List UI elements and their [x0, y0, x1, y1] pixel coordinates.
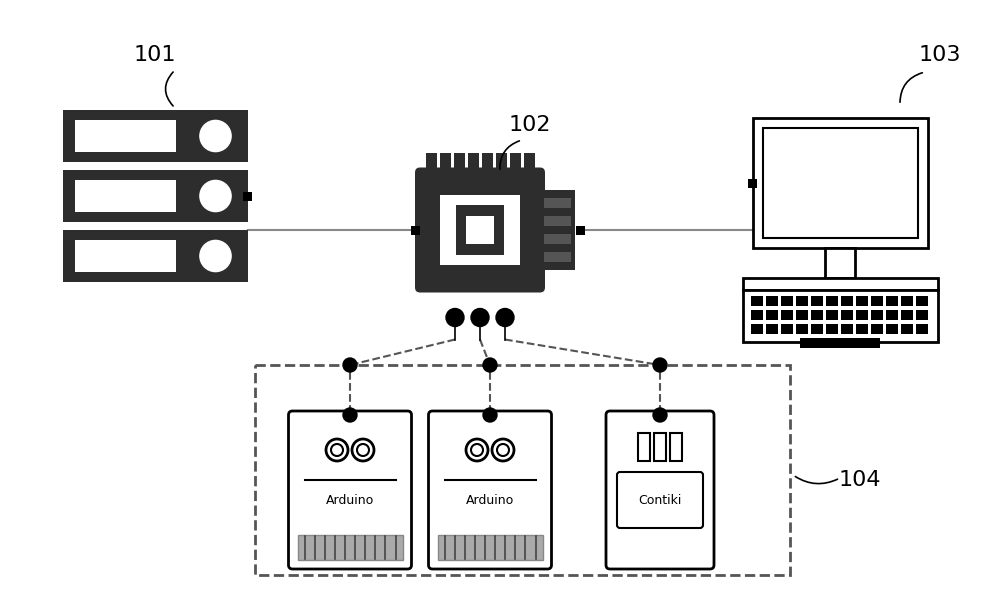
FancyBboxPatch shape — [288, 411, 412, 569]
FancyBboxPatch shape — [62, 170, 248, 222]
Circle shape — [653, 358, 667, 372]
FancyBboxPatch shape — [742, 290, 938, 342]
Circle shape — [343, 408, 357, 422]
FancyBboxPatch shape — [496, 152, 507, 174]
FancyBboxPatch shape — [670, 433, 682, 461]
Circle shape — [496, 309, 514, 327]
FancyBboxPatch shape — [856, 324, 868, 334]
FancyBboxPatch shape — [454, 152, 464, 174]
FancyBboxPatch shape — [74, 240, 176, 272]
FancyBboxPatch shape — [750, 324, 763, 334]
Circle shape — [471, 309, 489, 327]
FancyBboxPatch shape — [916, 324, 928, 334]
FancyBboxPatch shape — [840, 324, 852, 334]
FancyBboxPatch shape — [886, 310, 898, 320]
FancyBboxPatch shape — [766, 310, 778, 320]
FancyBboxPatch shape — [468, 152, 479, 174]
Text: 102: 102 — [509, 115, 551, 135]
FancyBboxPatch shape — [411, 226, 420, 235]
Text: Contiki: Contiki — [638, 494, 682, 506]
FancyBboxPatch shape — [298, 535, 402, 560]
FancyBboxPatch shape — [766, 324, 778, 334]
FancyBboxPatch shape — [576, 226, 584, 235]
FancyBboxPatch shape — [544, 198, 571, 208]
FancyBboxPatch shape — [544, 252, 571, 262]
FancyBboxPatch shape — [440, 152, 450, 174]
FancyBboxPatch shape — [856, 296, 868, 306]
FancyBboxPatch shape — [540, 190, 575, 270]
FancyBboxPatch shape — [825, 248, 855, 278]
FancyBboxPatch shape — [886, 324, 898, 334]
FancyBboxPatch shape — [74, 120, 176, 152]
FancyBboxPatch shape — [900, 296, 912, 306]
FancyBboxPatch shape — [780, 310, 792, 320]
FancyBboxPatch shape — [840, 310, 852, 320]
FancyBboxPatch shape — [456, 205, 504, 255]
FancyBboxPatch shape — [638, 433, 650, 461]
FancyBboxPatch shape — [415, 168, 545, 292]
Text: 101: 101 — [134, 45, 176, 65]
Circle shape — [446, 309, 464, 327]
FancyBboxPatch shape — [796, 296, 808, 306]
Text: Arduino: Arduino — [466, 494, 514, 506]
FancyBboxPatch shape — [763, 128, 918, 238]
FancyBboxPatch shape — [886, 296, 898, 306]
FancyBboxPatch shape — [544, 216, 571, 226]
FancyBboxPatch shape — [742, 278, 938, 290]
FancyBboxPatch shape — [440, 195, 520, 265]
FancyBboxPatch shape — [524, 152, 534, 174]
FancyBboxPatch shape — [870, 324, 883, 334]
FancyBboxPatch shape — [810, 310, 822, 320]
FancyBboxPatch shape — [753, 118, 928, 248]
FancyBboxPatch shape — [916, 310, 928, 320]
FancyBboxPatch shape — [810, 324, 822, 334]
FancyBboxPatch shape — [780, 324, 792, 334]
FancyBboxPatch shape — [856, 310, 868, 320]
FancyBboxPatch shape — [900, 324, 912, 334]
FancyBboxPatch shape — [654, 433, 666, 461]
FancyBboxPatch shape — [800, 338, 880, 348]
FancyBboxPatch shape — [870, 296, 883, 306]
Text: 104: 104 — [839, 470, 881, 490]
Text: 103: 103 — [919, 45, 961, 65]
FancyBboxPatch shape — [826, 310, 838, 320]
FancyBboxPatch shape — [826, 324, 838, 334]
Text: Arduino: Arduino — [326, 494, 374, 506]
FancyBboxPatch shape — [466, 216, 494, 244]
FancyBboxPatch shape — [750, 310, 763, 320]
FancyBboxPatch shape — [617, 472, 703, 528]
FancyBboxPatch shape — [870, 310, 883, 320]
FancyBboxPatch shape — [766, 296, 778, 306]
FancyBboxPatch shape — [826, 296, 838, 306]
FancyBboxPatch shape — [544, 234, 571, 244]
FancyBboxPatch shape — [900, 310, 912, 320]
FancyBboxPatch shape — [748, 178, 757, 188]
FancyBboxPatch shape — [916, 296, 928, 306]
FancyBboxPatch shape — [62, 110, 248, 162]
Circle shape — [200, 180, 231, 212]
FancyBboxPatch shape — [606, 411, 714, 569]
FancyBboxPatch shape — [62, 230, 248, 282]
FancyBboxPatch shape — [74, 180, 176, 212]
Circle shape — [483, 408, 497, 422]
FancyBboxPatch shape — [243, 192, 252, 200]
FancyBboxPatch shape — [750, 296, 763, 306]
FancyBboxPatch shape — [796, 324, 808, 334]
FancyBboxPatch shape — [810, 296, 822, 306]
FancyBboxPatch shape — [482, 152, 492, 174]
Circle shape — [200, 120, 231, 152]
Circle shape — [483, 358, 497, 372]
FancyBboxPatch shape — [796, 310, 808, 320]
FancyBboxPatch shape — [438, 535, 542, 560]
FancyBboxPatch shape — [840, 296, 852, 306]
FancyBboxPatch shape — [428, 411, 552, 569]
Circle shape — [653, 408, 667, 422]
Circle shape — [343, 358, 357, 372]
FancyBboxPatch shape — [510, 152, 520, 174]
Circle shape — [200, 240, 231, 272]
FancyBboxPatch shape — [780, 296, 792, 306]
FancyBboxPatch shape — [426, 152, 436, 174]
